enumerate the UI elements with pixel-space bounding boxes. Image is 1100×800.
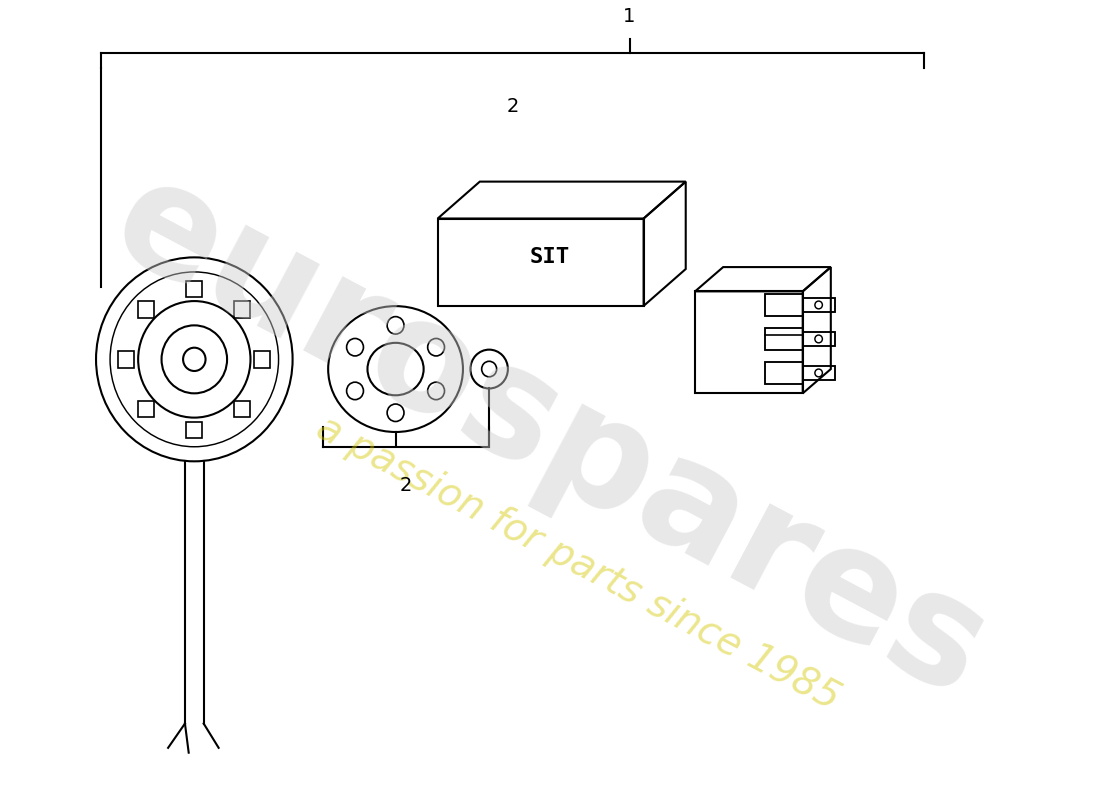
Text: 2: 2	[399, 476, 412, 495]
Text: eurospares: eurospares	[89, 145, 1011, 730]
Bar	[139, 302, 154, 318]
Text: 1: 1	[624, 7, 636, 26]
Text: a passion for parts since 1985: a passion for parts since 1985	[310, 409, 846, 718]
Bar	[119, 351, 134, 368]
Bar	[139, 401, 154, 418]
Bar	[234, 401, 251, 418]
Bar	[186, 422, 202, 438]
Text: SIT: SIT	[530, 247, 570, 267]
Bar	[254, 351, 271, 368]
Bar	[186, 281, 202, 297]
Bar	[234, 302, 251, 318]
Text: 2: 2	[506, 97, 519, 116]
